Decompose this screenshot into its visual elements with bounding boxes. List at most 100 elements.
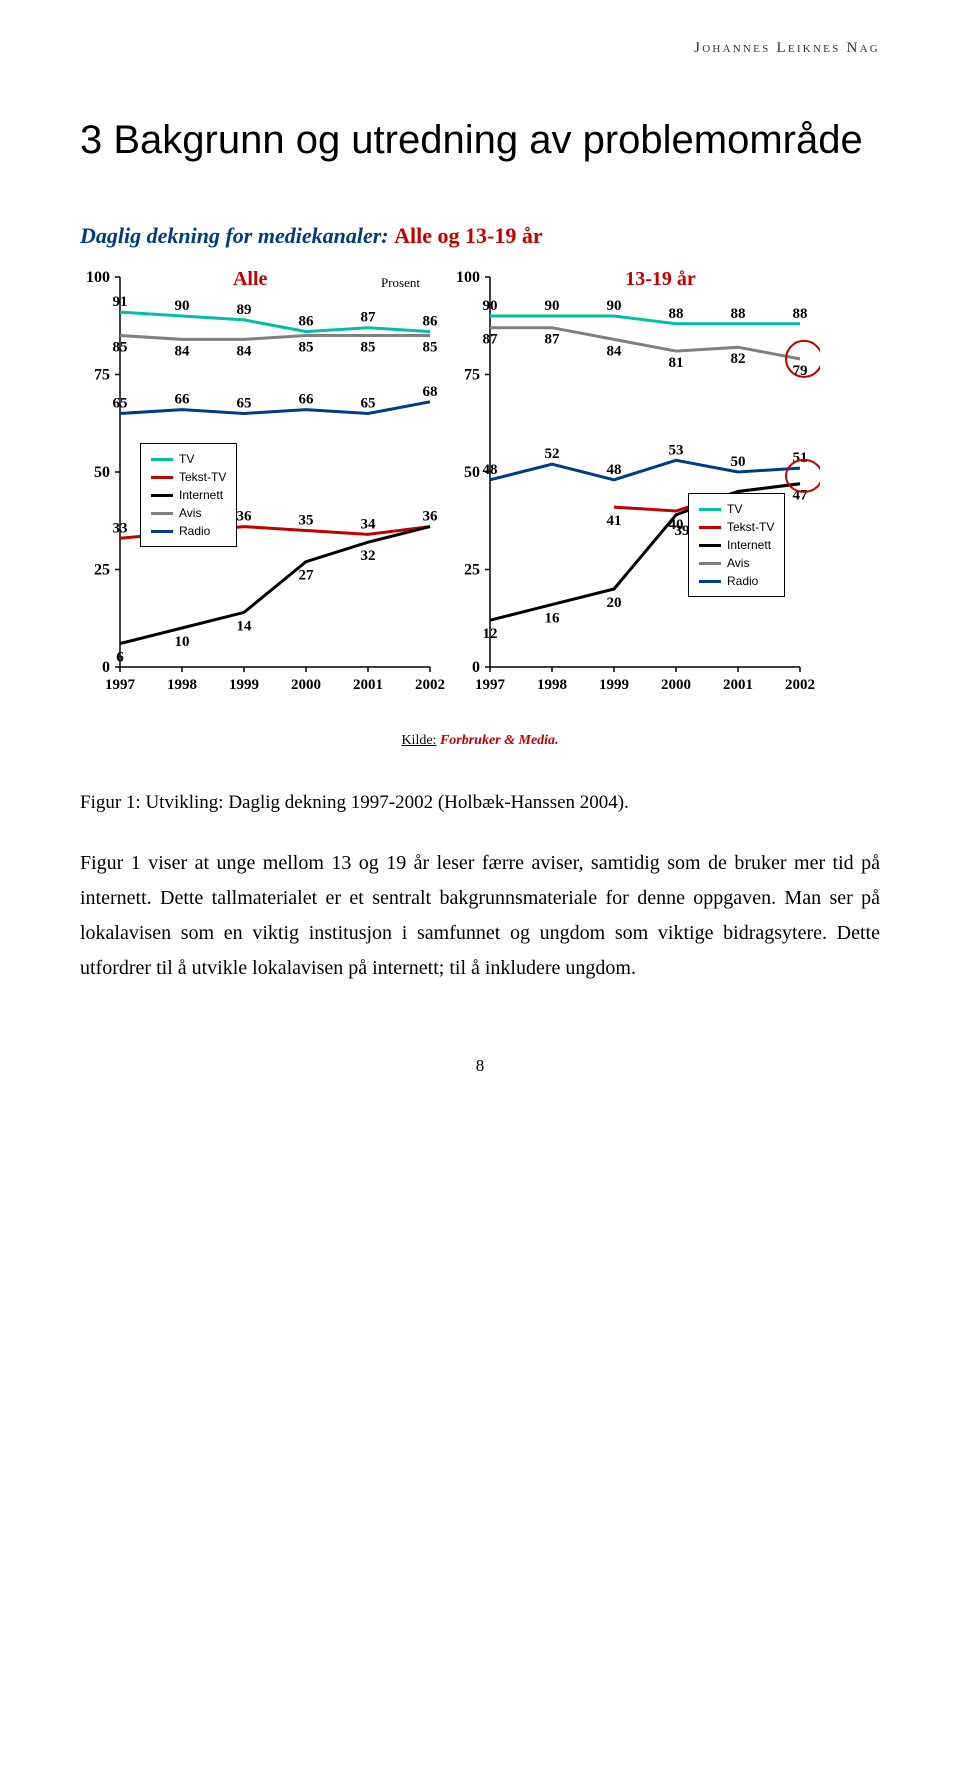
svg-text:1998: 1998 — [167, 677, 197, 693]
body-paragraph: Figur 1 viser at unge mellom 13 og 19 år… — [80, 846, 880, 986]
svg-text:90: 90 — [175, 298, 190, 314]
svg-text:2002: 2002 — [415, 677, 445, 693]
legend-item: Avis — [699, 554, 774, 572]
svg-text:88: 88 — [669, 306, 684, 322]
charts-row: 0255075100199719981999200020012002919089… — [80, 267, 880, 727]
svg-text:Prosent: Prosent — [381, 275, 420, 290]
legend-item: Tekst-TV — [151, 468, 226, 486]
legend-item: Radio — [699, 572, 774, 590]
svg-text:85: 85 — [361, 340, 376, 356]
svg-text:1999: 1999 — [229, 677, 259, 693]
svg-text:65: 65 — [361, 396, 376, 412]
svg-text:75: 75 — [94, 367, 110, 384]
svg-text:1997: 1997 — [475, 677, 506, 693]
svg-text:25: 25 — [464, 562, 480, 579]
svg-text:88: 88 — [793, 306, 808, 322]
svg-text:10: 10 — [175, 634, 190, 650]
svg-text:2001: 2001 — [353, 677, 383, 693]
svg-text:85: 85 — [299, 340, 314, 356]
figure-title: Daglig dekning for mediekanaler: Alle og… — [80, 223, 880, 249]
svg-text:1999: 1999 — [599, 677, 629, 693]
svg-text:48: 48 — [483, 462, 498, 478]
svg-text:85: 85 — [423, 340, 438, 356]
source-label: Kilde: — [401, 733, 436, 748]
svg-text:53: 53 — [669, 442, 684, 458]
svg-text:50: 50 — [731, 454, 746, 470]
svg-text:14: 14 — [237, 618, 253, 634]
figure-caption: Figur 1: Utvikling: Daglig dekning 1997-… — [80, 789, 880, 818]
svg-text:84: 84 — [607, 343, 623, 359]
svg-text:16: 16 — [545, 611, 561, 627]
svg-text:65: 65 — [237, 396, 252, 412]
svg-text:87: 87 — [545, 332, 561, 348]
legend-item: Avis — [151, 504, 226, 522]
svg-text:6: 6 — [116, 650, 124, 666]
legend-item: Tekst-TV — [699, 518, 774, 536]
svg-text:25: 25 — [94, 562, 110, 579]
figure-title-suffix: Alle og 13-19 år — [394, 223, 542, 248]
svg-text:87: 87 — [483, 332, 499, 348]
svg-text:65: 65 — [113, 396, 128, 412]
svg-text:89: 89 — [237, 302, 252, 318]
svg-text:2001: 2001 — [723, 677, 753, 693]
legend-item: Internett — [151, 486, 226, 504]
figure: Daglig dekning for mediekanaler: Alle og… — [80, 223, 880, 749]
svg-text:85: 85 — [113, 340, 128, 356]
chart-legend: TVTekst-TVInternettAvisRadio — [688, 493, 785, 597]
svg-text:100: 100 — [456, 269, 480, 286]
legend-item: TV — [151, 450, 226, 468]
svg-text:2002: 2002 — [785, 677, 815, 693]
svg-text:91: 91 — [113, 294, 128, 310]
svg-text:86: 86 — [423, 314, 439, 330]
svg-text:75: 75 — [464, 367, 480, 384]
svg-text:Alle: Alle — [233, 268, 268, 290]
legend-item: TV — [699, 500, 774, 518]
chart-left: 0 25 50 75 100 1997 1998 1999 2000 2001 2002 91 90 89… — [80, 267, 450, 727]
svg-text:90: 90 — [607, 298, 622, 314]
svg-text:82: 82 — [731, 351, 746, 367]
svg-text:84: 84 — [237, 343, 253, 359]
svg-text:41: 41 — [607, 513, 622, 529]
svg-text:32: 32 — [361, 548, 376, 564]
svg-text:48: 48 — [607, 462, 622, 478]
svg-text:87: 87 — [361, 310, 377, 326]
svg-text:2000: 2000 — [661, 677, 691, 693]
figure-source: Kilde: Forbruker & Media. — [80, 733, 880, 749]
svg-text:36: 36 — [237, 509, 253, 525]
chart-legend: TVTekst-TVInternettAvisRadio — [140, 443, 237, 547]
svg-text:81: 81 — [669, 355, 684, 371]
svg-text:68: 68 — [423, 384, 438, 400]
source-text: Forbruker & Media. — [440, 733, 559, 748]
legend-item: Radio — [151, 522, 226, 540]
svg-text:0: 0 — [472, 659, 480, 676]
svg-text:27: 27 — [299, 568, 315, 584]
svg-text:35: 35 — [299, 513, 314, 529]
svg-text:20: 20 — [607, 595, 622, 611]
svg-text:88: 88 — [731, 306, 746, 322]
svg-text:86: 86 — [299, 314, 315, 330]
svg-text:50: 50 — [94, 464, 110, 481]
svg-text:50: 50 — [464, 464, 480, 481]
page-number: 8 — [80, 1056, 880, 1076]
chart-right: 0 25 50 75 100 1997 1998 1999 2000 2001 2002 90 90 90… — [450, 267, 820, 727]
svg-text:2000: 2000 — [291, 677, 321, 693]
svg-text:0: 0 — [102, 659, 110, 676]
svg-text:66: 66 — [299, 392, 315, 408]
svg-text:51: 51 — [793, 450, 808, 466]
section-title: 3 Bakgrunn og utredning av problemområde — [80, 117, 880, 163]
svg-text:33: 33 — [113, 520, 128, 536]
legend-item: Internett — [699, 536, 774, 554]
svg-text:90: 90 — [483, 298, 498, 314]
svg-text:66: 66 — [175, 392, 191, 408]
figure-title-prefix: Daglig dekning for mediekanaler: — [80, 223, 389, 248]
svg-text:12: 12 — [483, 626, 498, 642]
svg-text:36: 36 — [423, 509, 439, 525]
svg-text:52: 52 — [545, 446, 560, 462]
svg-text:13-19 år: 13-19 år — [625, 268, 696, 290]
svg-text:90: 90 — [545, 298, 560, 314]
svg-text:100: 100 — [86, 269, 110, 286]
running-head: Johannes Leiknes Nag — [80, 40, 880, 57]
svg-text:1998: 1998 — [537, 677, 567, 693]
svg-text:1997: 1997 — [105, 677, 136, 693]
svg-text:84: 84 — [175, 343, 191, 359]
